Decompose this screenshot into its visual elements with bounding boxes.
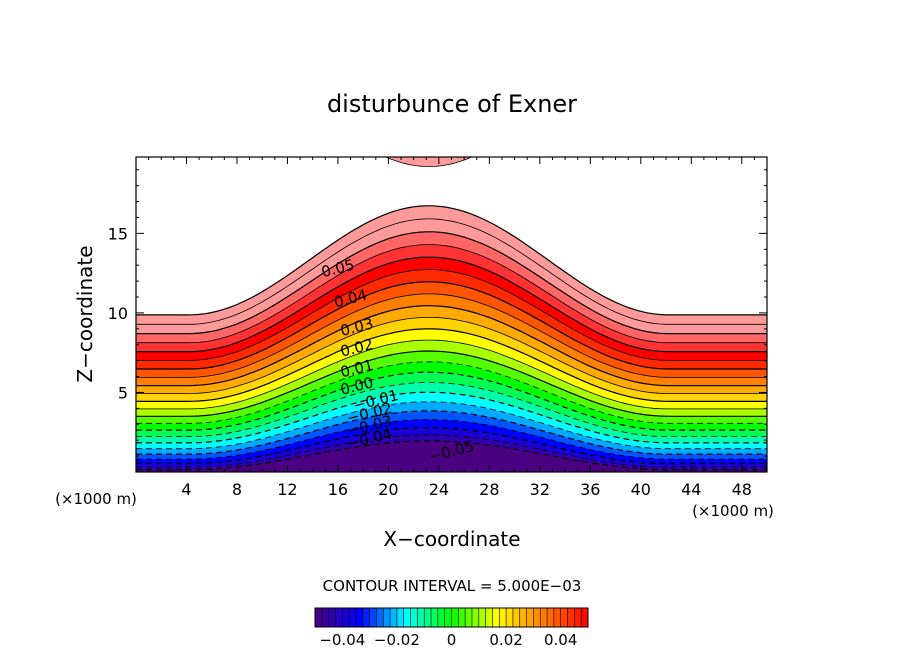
colorbar-swatch <box>560 608 568 627</box>
colorbar-swatch <box>499 608 507 627</box>
x-tick-labels: 4 8 12 16 20 24 28 32 36 40 44 48 <box>181 480 752 499</box>
colorbar-tick-labels: −0.04 −0.02 0 0.02 0.04 <box>319 631 577 649</box>
colorbar-swatch <box>417 608 425 627</box>
colorbar-swatch <box>471 608 480 627</box>
contour-line <box>136 305 767 387</box>
colorbar-tick-label: 0 <box>447 631 457 649</box>
colorbar-swatch <box>485 608 493 627</box>
colorbar-swatch <box>465 608 473 627</box>
colorbar-swatch <box>383 608 391 627</box>
contour-line <box>136 269 767 361</box>
contour-line <box>136 401 767 450</box>
colorbar-swatch <box>335 608 343 627</box>
axis-ticks <box>136 157 767 472</box>
colorbar-swatch <box>506 608 514 627</box>
colorbar-tick-label: 0.02 <box>489 631 522 649</box>
x-tick-label: 36 <box>580 480 600 499</box>
colorbar <box>314 607 589 628</box>
y-axis-label: Z−coordinate <box>73 245 97 382</box>
contour-line <box>136 218 767 325</box>
contour-line <box>136 293 767 378</box>
x-unit-right: (×1000 m) <box>692 502 774 520</box>
colorbar-swatch <box>362 608 370 627</box>
colorbar-swatch <box>437 608 446 627</box>
colorbar-tick-label: −0.02 <box>374 631 420 649</box>
colorbar-swatch <box>553 608 562 627</box>
colorbar-swatch <box>451 608 459 627</box>
colorbar-swatch <box>519 608 527 627</box>
colorbar-swatch <box>342 608 350 627</box>
x-tick-label: 40 <box>631 480 651 499</box>
contour-line <box>136 244 767 344</box>
colorbar-swatch <box>540 608 548 627</box>
contour-interval-text: CONTOUR INTERVAL = 5.000E−03 <box>323 577 582 595</box>
contour-line <box>136 328 767 402</box>
colorbar-swatch <box>369 608 377 627</box>
contour-line <box>136 205 767 316</box>
colorbar-swatch <box>512 608 521 627</box>
contour-line <box>136 434 767 468</box>
contour-line <box>136 427 767 465</box>
colorbar-tick-label: 0.04 <box>544 631 577 649</box>
contour-line <box>136 371 767 431</box>
x-tick-label: 28 <box>479 480 499 499</box>
colorbar-swatch <box>444 608 452 627</box>
colorbar-frame <box>314 607 589 628</box>
x-axis-label: X−coordinate <box>383 527 520 551</box>
colorbar-swatch <box>321 608 330 627</box>
colorbar-swatch <box>390 608 398 627</box>
x-tick-label: 20 <box>378 480 398 499</box>
top-cap-region <box>385 157 472 167</box>
contour-line <box>136 361 767 424</box>
colorbar-swatch <box>349 608 357 627</box>
contour-line <box>136 350 767 417</box>
colorbar-swatch <box>315 608 323 627</box>
colorbar-swatch <box>547 608 555 627</box>
x-tick-label: 32 <box>530 480 550 499</box>
contour-line <box>136 410 767 455</box>
contour-line <box>136 440 767 471</box>
y-tick-labels: 5 10 15 <box>108 224 128 402</box>
colorbar-swatch <box>403 608 411 627</box>
y-tick-label: 10 <box>108 304 128 323</box>
colorbar-tick-label: −0.04 <box>319 631 365 649</box>
colorbar-swatch <box>431 608 439 627</box>
colorbar-swatch <box>478 608 487 627</box>
colorbar-swatch <box>328 608 336 627</box>
y-tick-label: 15 <box>108 224 128 243</box>
x-tick-label: 8 <box>232 480 242 499</box>
contour-line <box>136 382 767 437</box>
colorbar-swatch <box>424 608 432 627</box>
colorbar-swatch <box>581 608 589 627</box>
colorbar-swatch <box>574 608 582 627</box>
x-tick-label: 48 <box>732 480 752 499</box>
colorbar-swatch <box>526 608 534 627</box>
colorbar-swatch <box>458 608 466 627</box>
colorbar-swatch <box>396 608 405 627</box>
y-tick-label: 5 <box>118 383 128 402</box>
contour-line <box>136 256 767 353</box>
contour-line <box>136 281 767 370</box>
x-unit-left: (×1000 m) <box>55 490 137 508</box>
contour-line <box>136 339 767 410</box>
x-tick-label: 16 <box>328 480 348 499</box>
colorbar-swatch <box>533 608 541 627</box>
x-tick-label: 4 <box>181 480 191 499</box>
contour-line-layer <box>136 205 767 471</box>
colorbar-swatch <box>492 608 500 627</box>
chart-title: disturbunce of Exner <box>327 90 577 118</box>
colorbar-swatch <box>567 608 575 627</box>
x-tick-label: 44 <box>681 480 701 499</box>
colorbar-swatch <box>410 608 418 627</box>
contour-line <box>136 317 767 394</box>
colorbar-swatch <box>355 608 364 627</box>
contour-line <box>136 391 767 444</box>
contour-band <box>136 441 767 472</box>
contour-line <box>136 419 767 460</box>
contour-line <box>136 231 767 335</box>
x-tick-label: 12 <box>277 480 297 499</box>
colorbar-swatch <box>376 608 384 627</box>
x-tick-label: 24 <box>429 480 449 499</box>
